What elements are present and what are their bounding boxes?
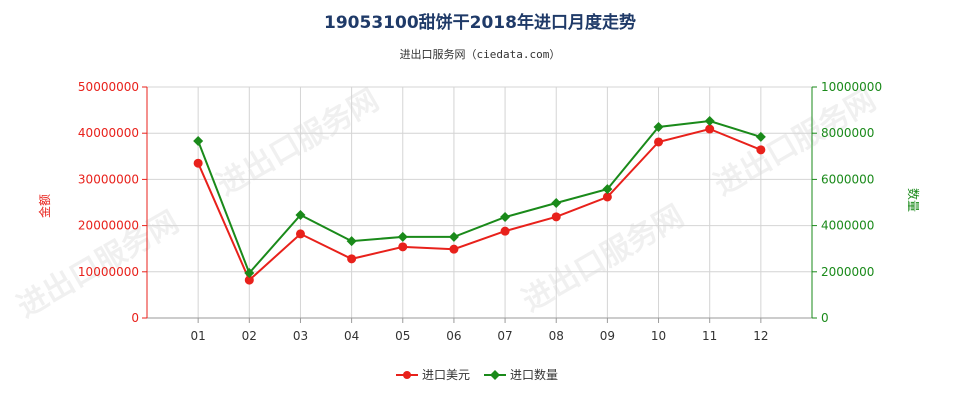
left-axis-title: 金额: [37, 194, 52, 218]
chart-subtitle: 进出口服务网（ciedata.com）: [400, 47, 561, 61]
data-point-series2-06: [448, 231, 459, 242]
data-point-series1-05: [398, 242, 408, 252]
x-axis-tick-label: 08: [549, 329, 564, 343]
x-axis-tick-label: 06: [446, 329, 461, 343]
data-point-series1-08: [551, 212, 561, 222]
x-axis-tick-label: 10: [651, 329, 666, 343]
data-point-series2-09: [602, 184, 613, 195]
data-point-series1-04: [347, 254, 357, 264]
legend-item-2: 进口数量: [484, 367, 558, 382]
data-point-series1-07: [500, 226, 510, 236]
right-axis-title: 数量: [906, 188, 921, 212]
legend-label-2: 进口数量: [510, 367, 558, 382]
data-point-series2-01: [193, 136, 204, 147]
data-point-series1-01: [193, 158, 203, 168]
x-axis-tick-label: 01: [191, 329, 206, 343]
right-axis-tick-label: 0: [821, 311, 829, 325]
data-point-series1-10: [654, 137, 664, 147]
legend-marker-2: [490, 370, 500, 380]
right-axis-tick-label: 6000000: [821, 172, 874, 186]
data-point-series2-07: [500, 212, 511, 223]
left-axis-tick-label: 50000000: [78, 80, 139, 94]
legend-marker-1: [403, 371, 411, 379]
series-layer: [193, 115, 766, 285]
x-axis-tick-label: 04: [344, 329, 359, 343]
data-point-series1-06: [449, 244, 459, 254]
data-point-series2-02: [244, 267, 255, 278]
tick-labels: 0100000002000000030000000400000005000000…: [78, 80, 882, 343]
right-axis-tick-label: 2000000: [821, 265, 874, 279]
data-point-series2-12: [755, 131, 766, 142]
left-axis-tick-label: 40000000: [78, 126, 139, 140]
x-axis-tick-label: 02: [242, 329, 257, 343]
x-axis-tick-label: 03: [293, 329, 308, 343]
chart-title: 19053100甜饼干2018年进口月度走势: [324, 12, 636, 33]
series-2: [193, 115, 766, 278]
data-point-series1-02: [244, 275, 254, 285]
data-point-series1-09: [602, 192, 612, 202]
left-axis-tick-label: 20000000: [78, 219, 139, 233]
right-axis-tick-label: 4000000: [821, 219, 874, 233]
axes: [142, 86, 817, 323]
data-point-series2-05: [397, 231, 408, 242]
x-axis-tick-label: 05: [395, 329, 410, 343]
left-axis-tick-label: 10000000: [78, 265, 139, 279]
right-axis-tick-label: 10000000: [821, 80, 882, 94]
x-axis-tick-label: 12: [753, 329, 768, 343]
series-line-1: [197, 127, 762, 282]
watermark: 进出口服务网 进出口服务网 进出口服务网 进出口服务网: [12, 83, 882, 325]
data-point-series2-04: [346, 236, 357, 247]
series-1: [193, 124, 766, 285]
left-axis-tick-label: 30000000: [78, 172, 139, 186]
data-point-series2-08: [551, 197, 562, 208]
data-point-series1-03: [295, 229, 305, 239]
x-axis-tick-label: 09: [600, 329, 615, 343]
data-point-series2-10: [653, 121, 664, 132]
watermark-text: 进出口服务网: [212, 83, 385, 203]
x-axis-tick-label: 07: [497, 329, 512, 343]
right-axis-tick-label: 8000000: [821, 126, 874, 140]
data-point-series2-11: [704, 115, 715, 126]
data-point-series2-03: [295, 209, 306, 220]
series-line-2: [197, 119, 762, 275]
legend-label-1: 进口美元: [422, 368, 470, 382]
data-point-series1-11: [705, 124, 715, 134]
x-axis-tick-label: 11: [702, 329, 717, 343]
legend: 进口美元 进口数量: [396, 367, 558, 382]
left-axis-tick-label: 0: [131, 311, 139, 325]
data-point-series1-12: [756, 145, 766, 155]
watermark-text: 进出口服务网: [517, 199, 690, 319]
legend-item-1: 进口美元: [396, 368, 470, 382]
